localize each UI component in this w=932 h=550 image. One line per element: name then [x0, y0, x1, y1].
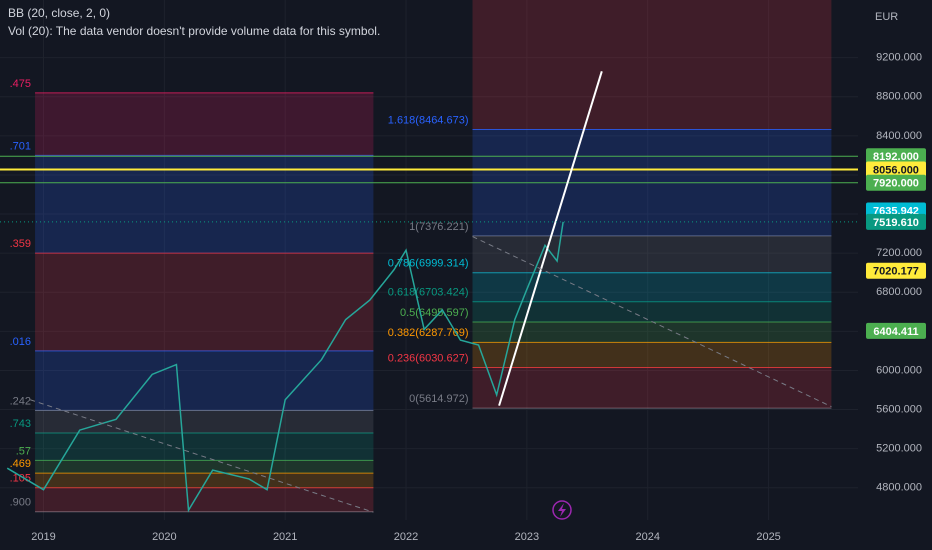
icon-bolt: [558, 503, 566, 517]
x-tick-label: 2022: [394, 531, 418, 543]
replay-icon[interactable]: [552, 500, 572, 520]
price-label-box: [866, 174, 926, 191]
y-tick-label: 8800.000: [876, 91, 922, 103]
fib-label: 1(7376.221): [409, 221, 468, 233]
x-tick-label: 2024: [635, 531, 659, 543]
y-tick-label: 6000.000: [876, 364, 922, 376]
fib-band: [472, 272, 832, 302]
price-label-box: [866, 161, 926, 178]
fib-label: .016: [10, 336, 31, 348]
fib-label: 0.382(6287.769): [388, 327, 469, 339]
price-line-series: [6, 221, 564, 513]
plot: 0(5614.972) 0.236(6030.627) 0.382(6287.769…: [0, 0, 858, 520]
y-tick-label: 4800.000: [876, 482, 922, 494]
fib-label: 0(5614.972): [409, 393, 468, 405]
fib-band: [35, 487, 374, 512]
fib-band: [35, 433, 374, 461]
indicator-label: BB (20, close, 2, 0): [8, 6, 110, 20]
price-label: 7519.610: [873, 217, 919, 229]
price-label-box: [866, 213, 926, 230]
y-tick-label: 7200.000: [876, 247, 922, 259]
x-tick-label: 2021: [273, 531, 297, 543]
x-tick-label: 2023: [515, 531, 539, 543]
fib-top-band: [472, 0, 832, 130]
price-label: 8192.000: [873, 151, 919, 163]
y-tick-label: 9200.000: [876, 52, 922, 64]
price-label-box: [866, 148, 926, 165]
fib-band: [472, 367, 832, 409]
y-tick-label: 6800.000: [876, 286, 922, 298]
indicator-label: Vol (20): The data vendor doesn't provid…: [8, 24, 380, 38]
price-label: 8056.000: [873, 164, 919, 176]
fib-label: 0.236(6030.627): [388, 352, 469, 364]
icon-circle: [552, 500, 572, 520]
price-label: 7920.000: [873, 178, 919, 190]
currency-label: EUR: [875, 11, 898, 23]
fib-band: [35, 410, 374, 434]
fib-label: .475: [10, 78, 31, 90]
x-tick-label: 2019: [31, 531, 55, 543]
fib-band: [35, 253, 374, 351]
fib-band: [472, 342, 832, 368]
price-label-box: [866, 262, 926, 279]
axis: 4800.0005200.0005600.0006000.0006400.000…: [31, 52, 926, 543]
fib-band: [472, 322, 832, 343]
fib-band: [472, 235, 832, 273]
fib-band: [472, 301, 832, 323]
price-label-box: [866, 322, 926, 339]
y-tick-label: 5600.000: [876, 403, 922, 415]
fib-band: [35, 92, 374, 156]
x-tick-label: 2025: [756, 531, 780, 543]
fib-label: 0.5(6495.597): [400, 307, 469, 319]
y-tick-label: 5200.000: [876, 443, 922, 455]
y-tick-label: 8400.000: [876, 130, 922, 142]
fib-band: [35, 460, 374, 474]
x-tick-label: 2020: [152, 531, 176, 543]
fib-label: .743: [10, 418, 31, 430]
fib-label: .105: [10, 473, 31, 485]
fib-label: .469: [10, 458, 31, 470]
fib-label: 0.618(6703.424): [388, 287, 469, 299]
trend-line: [472, 236, 832, 408]
trend-line: [30, 399, 374, 513]
fib-label: .701: [10, 140, 31, 152]
price-label: 6404.411: [873, 326, 918, 338]
fib-label: .359: [10, 238, 31, 250]
fib-label: .57: [16, 445, 31, 457]
fib-label: 1.618(8464.673): [388, 114, 469, 126]
fib-label: .900: [10, 497, 31, 509]
trend-line: [498, 71, 603, 406]
fib-band: [35, 350, 374, 411]
fib-band: [35, 155, 374, 254]
price-label: 7020.177: [873, 266, 919, 278]
fib-label: .242: [10, 395, 31, 407]
